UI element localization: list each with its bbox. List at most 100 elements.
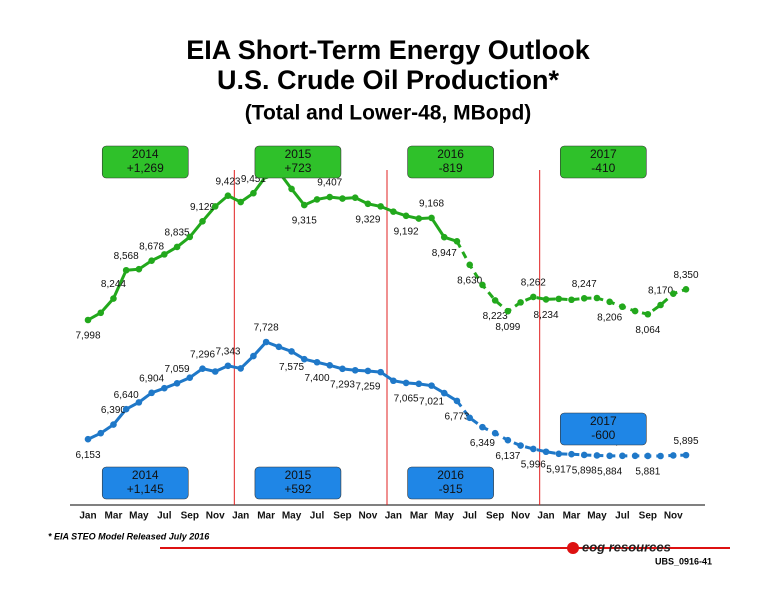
data-point [84,435,92,443]
data-point [135,265,143,273]
data-point [300,355,308,363]
x-tick-label: Jul [462,511,477,522]
data-point [631,452,639,460]
data-point [491,297,499,304]
data-point [351,194,359,201]
data-label: 8,223 [483,311,508,322]
data-point [313,196,321,203]
data-point [517,442,524,449]
data-point [211,368,219,375]
annotation-box [101,466,189,500]
data-point [542,296,550,303]
data-point [491,429,499,437]
data-point [644,310,652,318]
data-label: 8,064 [635,325,660,336]
annotation-change: -600 [591,428,615,442]
data-label: 7,021 [419,396,444,407]
annotation-change: +723 [284,161,311,175]
data-point [199,365,206,372]
logo: eog resources [582,539,671,554]
data-point [186,374,194,381]
data-label: 9,407 [317,178,342,189]
x-tick-label: Nov [206,511,225,522]
x-tick-label: Sep [639,511,657,522]
chart-subtitle: (Total and Lower-48, MBopd) [245,102,532,125]
data-label: 7,259 [355,382,380,393]
data-point [428,214,435,222]
data-point [669,452,677,459]
data-label: 9,315 [292,216,317,227]
data-point [555,450,563,458]
data-point [224,192,232,199]
data-label: 5,996 [521,460,546,471]
data-point [580,294,588,302]
data-label: 9,129 [190,202,215,213]
data-point [631,307,639,315]
x-tick-label: Jul [310,511,325,522]
data-point [682,451,690,459]
data-label: 7,343 [215,346,240,357]
annotation-change: -410 [591,161,615,175]
data-label: 8,630 [457,275,482,286]
annotation-change: -819 [439,161,463,175]
x-tick-label: May [587,511,607,522]
x-tick-label: Sep [486,511,504,522]
data-label: 8,568 [114,251,139,262]
annotation-year: 2014 [132,468,159,482]
x-tick-label: Nov [358,511,377,522]
data-point [517,299,524,306]
annotation-box [559,412,647,446]
data-label: 7,575 [279,362,304,373]
x-tick-label: Mar [105,511,123,522]
data-label: 7,998 [75,331,100,342]
data-point [211,203,219,210]
data-point [606,452,613,460]
annotation-year: 2015 [285,147,312,161]
data-label: 9,329 [355,214,380,225]
data-point [161,384,168,392]
data-label: 9,168 [419,199,444,210]
data-point [657,452,664,460]
data-point [390,377,397,385]
data-label: 7,400 [305,373,330,384]
data-point [453,397,461,405]
data-point [402,379,410,387]
data-label: 5,884 [597,466,622,477]
data-point [339,365,346,373]
data-point [377,368,384,376]
data-point [199,218,206,225]
data-label: 5,917 [546,464,571,475]
data-label: 7,296 [190,349,215,360]
x-tick-label: Jan [232,511,249,522]
data-label: 6,904 [139,373,164,384]
data-label: 8,835 [165,228,190,239]
footnote: * EIA STEO Model Released July 2016 [48,531,210,541]
data-label: 8,262 [521,278,546,289]
data-label: 5,898 [572,466,597,477]
data-point [657,301,664,309]
annotation-year: 2017 [590,147,617,161]
data-point [326,193,334,201]
chart-title: EIA Short-Term Energy Outlook [186,35,591,65]
x-tick-label: Nov [664,511,683,522]
data-point [606,298,613,306]
data-label: 7,059 [165,364,190,375]
data-point [237,365,244,372]
data-point [135,399,143,406]
data-point [110,295,117,302]
data-label: 8,678 [139,241,164,252]
data-label: 9,423 [215,176,240,187]
series-line [455,240,687,316]
data-label: 8,947 [432,248,457,259]
chart-subtitle: U.S. Crude Oil Production* [217,65,560,95]
data-point [339,195,346,202]
series-line [87,340,458,441]
data-point [593,452,601,459]
data-point [364,367,372,375]
data-point [351,366,359,374]
data-point [84,316,92,324]
data-point [504,436,512,444]
data-point [250,352,257,360]
annotation-box [559,145,647,179]
